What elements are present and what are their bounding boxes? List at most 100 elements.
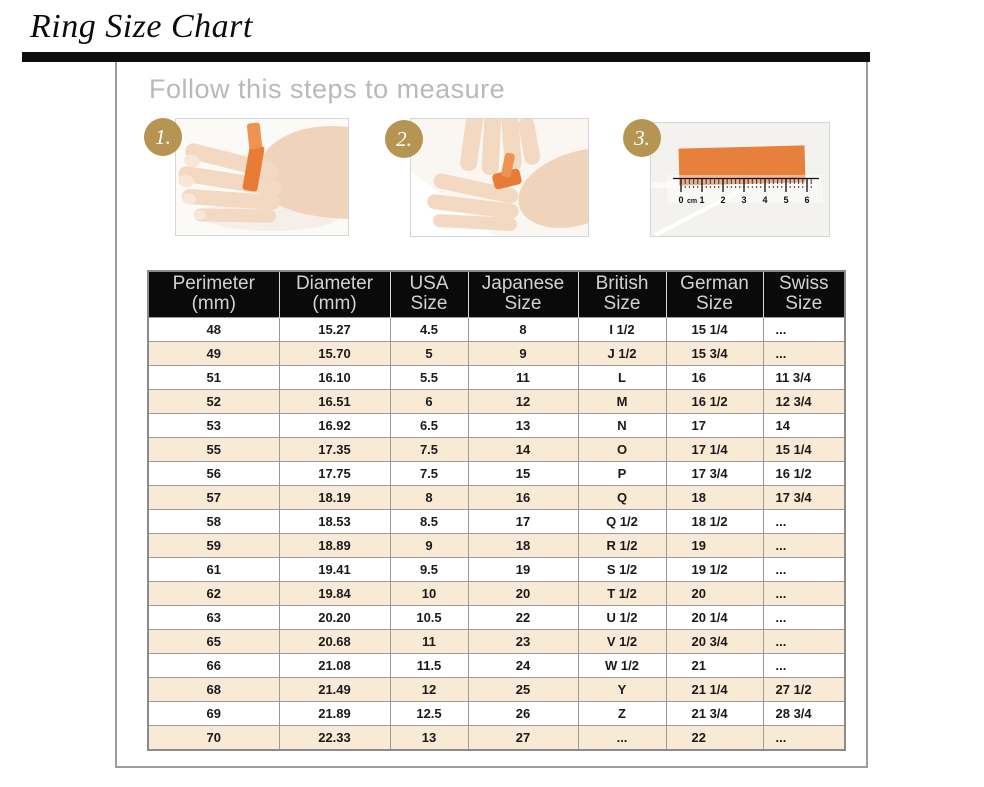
table-cell: 13 — [467, 413, 579, 438]
table-cell: 9.5 — [389, 557, 469, 582]
table-cell: 28 3/4 — [762, 701, 846, 726]
table-row: 56 17.75 7.5 15 P 17 3/4 16 1/2 — [147, 461, 846, 486]
table-cell: 12 3/4 — [762, 389, 846, 414]
table-cell: 14 — [467, 437, 579, 462]
table-cell: 20 — [467, 581, 579, 606]
table-cell: ... — [762, 533, 846, 558]
table-cell: 20 3/4 — [665, 629, 764, 654]
table-cell: 18.19 — [278, 485, 391, 510]
table-cell: 17.75 — [278, 461, 391, 486]
header-cell: British Size — [577, 271, 666, 318]
header-cell: USA Size — [389, 271, 468, 318]
table-cell: 15 3/4 — [665, 341, 764, 366]
table-cell: 69 — [147, 701, 280, 726]
table-cell: 20.68 — [278, 629, 391, 654]
table-cell: 53 — [147, 413, 280, 438]
table-cell: U 1/2 — [577, 605, 667, 630]
table-cell: 15.27 — [278, 317, 391, 342]
page-title: Ring Size Chart — [30, 8, 253, 45]
table-row: 48 15.27 4.5 8 I 1/2 15 1/4... — [147, 317, 846, 342]
table-cell: 56 — [147, 461, 280, 486]
table-cell: 27 1/2 — [762, 677, 846, 702]
table-row: 58 18.53 8.5 17 Q 1/2 18 1/2... — [147, 509, 846, 534]
table-cell: ... — [762, 581, 846, 606]
table-row: 70 22.33 13 27... 22... — [147, 725, 846, 751]
table-cell: Z — [577, 701, 667, 726]
table-cell: 23 — [467, 629, 579, 654]
table-cell: 8 — [467, 317, 579, 342]
table-cell: 17 3/4 — [762, 485, 846, 510]
table-cell: 21.89 — [278, 701, 391, 726]
ruler-label-5: 5 — [783, 195, 788, 205]
table-cell: 17.35 — [278, 437, 391, 462]
table-cell: 12 — [467, 389, 579, 414]
step-1-photo — [175, 118, 349, 236]
table-cell: V 1/2 — [577, 629, 667, 654]
content-panel: Follow this steps to measure 1. 2. 3. — [115, 62, 868, 768]
table-cell: 17 3/4 — [665, 461, 764, 486]
table-cell: 19 — [467, 557, 579, 582]
step-3-photo: 0 cm 1 2 3 4 5 6 — [650, 122, 830, 237]
table-cell: W 1/2 — [577, 653, 667, 678]
header-cell: Perimeter (mm) — [148, 271, 279, 318]
table-cell: 9 — [389, 533, 469, 558]
table-cell: 62 — [147, 581, 280, 606]
table-row: 53 16.92 6.5 13 N 17 14 — [147, 413, 846, 438]
table-cell: 18 1/2 — [665, 509, 764, 534]
table-cell: ... — [762, 605, 846, 630]
table-cell: Q 1/2 — [577, 509, 667, 534]
header-cell: Japanese Size — [467, 271, 578, 318]
ruler-label-2: 2 — [720, 195, 725, 205]
table-cell: 7.5 — [389, 461, 469, 486]
table-cell: 61 — [147, 557, 280, 582]
table-cell: 19.84 — [278, 581, 391, 606]
ruler-label-cm: cm — [687, 198, 697, 205]
table-cell: 65 — [147, 629, 280, 654]
table-cell: 15 1/4 — [762, 437, 846, 462]
table-cell: 10.5 — [389, 605, 469, 630]
table-cell: 17 1/4 — [665, 437, 764, 462]
table-cell: 18 — [467, 533, 579, 558]
step-2-number-badge: 2. — [385, 120, 423, 158]
table-cell: 18.89 — [278, 533, 391, 558]
table-row: 62 19.84 10 20 T 1/2 20... — [147, 581, 846, 606]
table-cell: 15 — [467, 461, 579, 486]
table-cell: ... — [762, 725, 846, 751]
table-row: 68 21.49 12 25 Y 21 1/4 27 1/2 — [147, 677, 846, 702]
table-cell: Y — [577, 677, 667, 702]
table-cell: 48 — [147, 317, 280, 342]
table-cell: 21 3/4 — [665, 701, 764, 726]
table-cell: 5 — [389, 341, 469, 366]
table-cell: Q — [577, 485, 667, 510]
table-cell: 27 — [467, 725, 579, 751]
marking-strip-illustration — [411, 119, 588, 236]
steps-heading: Follow this steps to measure — [149, 74, 506, 104]
table-cell: 4.5 — [389, 317, 469, 342]
ruler-label-1: 1 — [699, 195, 704, 205]
table-cell: ... — [762, 509, 846, 534]
table-cell: 19 — [665, 533, 764, 558]
table-cell: 16.10 — [278, 365, 391, 390]
table-cell: 16 — [467, 485, 579, 510]
table-cell: ... — [762, 653, 846, 678]
table-cell: 15.70 — [278, 341, 391, 366]
table-row: 65 20.68 11 23 V 1/2 20 3/4... — [147, 629, 846, 654]
table-cell: 21.49 — [278, 677, 391, 702]
ruler-label-4: 4 — [762, 195, 767, 205]
table-row: 66 21.08 11.5 24 W 1/2 21... — [147, 653, 846, 678]
table-cell: O — [577, 437, 667, 462]
table-cell: 66 — [147, 653, 280, 678]
table-cell: 8.5 — [389, 509, 469, 534]
table-cell: 20 — [665, 581, 764, 606]
table-cell: 18 — [665, 485, 764, 510]
table-row: 51 16.10 5.5 11 L 16 11 3/4 — [147, 365, 846, 390]
table-cell: 49 — [147, 341, 280, 366]
title-divider-bar — [22, 52, 870, 62]
ruler-label-6: 6 — [804, 195, 809, 205]
table-cell: 59 — [147, 533, 280, 558]
table-cell: J 1/2 — [577, 341, 667, 366]
step-2-photo — [410, 118, 589, 237]
ruler-measuring-illustration: 0 cm 1 2 3 4 5 6 — [651, 123, 829, 236]
header-row: Perimeter (mm) Diameter (mm) USA Size Japanese… — [148, 271, 845, 318]
table-cell: 16.51 — [278, 389, 391, 414]
